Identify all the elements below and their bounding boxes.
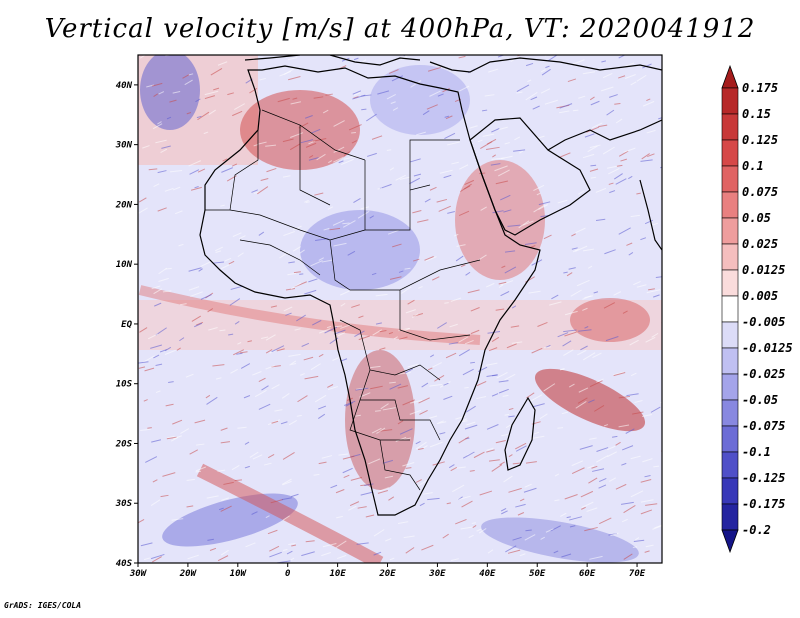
- colorbar-segment: [721, 243, 739, 271]
- colorbar-label: -0.175: [742, 497, 785, 511]
- colorbar-segment: [721, 373, 739, 401]
- grads-credit: GrADS: IGES/COLA: [4, 601, 82, 610]
- lat-tick-label: 40S: [116, 559, 133, 569]
- colorbar-segment: [721, 139, 739, 167]
- lon-tick-label: 30E: [428, 569, 446, 579]
- colorbar-segment: [721, 451, 739, 479]
- lon-tick-label: 30W: [129, 569, 148, 579]
- lon-tick-label: 10W: [230, 569, 248, 579]
- colorbar-segment: [721, 165, 739, 193]
- colorbar-label: -0.1: [742, 445, 771, 459]
- colorbar: 0.175 0.15 0.125 0.1 0.075 0.05 0.025 0.0125 0.0…: [721, 64, 793, 554]
- colorbar-label: 0.025: [742, 237, 778, 251]
- vertical-velocity-field: [138, 55, 662, 563]
- colorbar-label: 0.175: [742, 81, 778, 95]
- colorbar-segment: [721, 399, 739, 427]
- colorbar-segment: [721, 269, 739, 297]
- country-borders: [205, 109, 481, 491]
- lon-tick-label: 20E: [378, 569, 396, 579]
- colorbar-label: -0.075: [742, 419, 785, 433]
- colorbar-bottom-arrow: [721, 529, 739, 554]
- colorbar-label: 0.075: [742, 185, 778, 199]
- colorbar-segment: [721, 321, 739, 349]
- colorbar-label: 0.005: [742, 289, 778, 303]
- lat-tick-label: 30N: [115, 141, 133, 151]
- colorbar-segment: [721, 191, 739, 219]
- colorbar-label: -0.0125: [742, 341, 793, 355]
- map-frame: [137, 54, 663, 564]
- colorbar-segment: [721, 113, 739, 141]
- lat-tick-label: EQ: [121, 320, 132, 330]
- lat-tick-label: 10N: [116, 260, 133, 270]
- lon-tick-label: 40E: [479, 569, 496, 579]
- map-title: Vertical velocity [m/s] at 400hPa, VT: 2…: [44, 14, 756, 44]
- lon-tick-label: 60E: [579, 569, 596, 579]
- colorbar-segment: [721, 477, 739, 505]
- colorbar-top-arrow: [721, 64, 739, 89]
- lon-tick-label: 20W: [179, 569, 198, 579]
- colorbar-label: 0.1: [742, 159, 764, 173]
- colorbar-segment: [721, 87, 739, 115]
- colorbar-label: 0.125: [742, 133, 778, 147]
- colorbar-label: -0.2: [742, 523, 771, 537]
- colorbar-segment: [721, 425, 739, 453]
- colorbar-segment: [721, 347, 739, 375]
- coastlines: [199, 55, 662, 516]
- lon-tick-label: 10E: [329, 569, 346, 579]
- colorbar-label: -0.125: [742, 471, 785, 485]
- lat-tick-label: 20S: [115, 439, 133, 449]
- colorbar-label: -0.05: [742, 393, 778, 407]
- colorbar-segment: [721, 295, 739, 323]
- colorbar-label: 0.05: [742, 211, 771, 225]
- lat-tick-label: 30S: [115, 499, 133, 509]
- colorbar-label: -0.005: [742, 315, 785, 329]
- colorbar-segment: [721, 503, 739, 531]
- colorbar-label: 0.15: [742, 107, 771, 121]
- colorbar-label: 0.0125: [742, 263, 785, 277]
- lon-tick-label: 70E: [629, 569, 646, 579]
- lon-tick-label: 0: [285, 569, 291, 579]
- colorbar-segment: [721, 217, 739, 245]
- lon-tick-label: 50E: [529, 569, 546, 579]
- lat-tick-label: 10S: [116, 380, 133, 390]
- lat-tick-label: 40N: [116, 81, 133, 91]
- colorbar-label: -0.025: [742, 367, 785, 381]
- latitude-ticks: 40N 30N 20N 10N EQ 10S 20S 30S 40S: [115, 81, 138, 569]
- lat-tick-label: 20N: [115, 200, 133, 210]
- longitude-ticks: 30W 20W 10W 0 10E 20E 30E 40E 50E 60E 70E: [129, 563, 646, 579]
